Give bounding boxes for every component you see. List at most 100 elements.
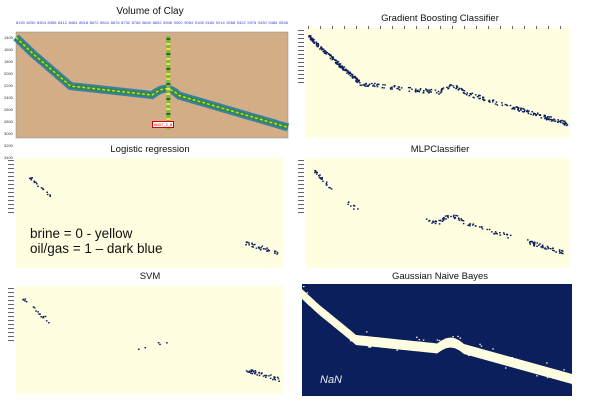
gbc-point — [453, 86, 455, 89]
clay-x-tick: 8250 — [26, 20, 36, 25]
mlp-point — [548, 247, 550, 250]
gbc-point — [329, 54, 331, 57]
well-log-segment — [166, 93, 171, 95]
svm-point — [256, 374, 258, 376]
gbc-point — [439, 92, 442, 94]
clay-x-tick: 8946 — [163, 20, 173, 25]
logreg-plot — [8, 158, 284, 268]
gbc-point — [371, 82, 373, 85]
gbc-point — [411, 88, 413, 90]
gbc-point — [383, 87, 385, 89]
clay-y-tick-labels: 1400 1600 1800 2000 2200 2400 2600 2800 3000 3200… — [4, 32, 16, 164]
gbc-point — [372, 84, 375, 86]
logreg-point — [37, 185, 39, 187]
gbc-point — [409, 87, 411, 89]
logreg-point — [248, 242, 250, 244]
logreg-point — [252, 244, 255, 246]
mlp-y-tick — [298, 172, 304, 173]
gbc-point — [331, 56, 333, 58]
mlp-point — [536, 245, 538, 247]
gnb-point — [418, 339, 420, 341]
gbc-point — [366, 85, 368, 87]
clay-x-tick: 9430 — [257, 20, 267, 25]
gbc-point — [322, 50, 325, 53]
gbc-point — [337, 61, 340, 63]
gnb-point — [304, 299, 307, 301]
gbc-point — [415, 91, 417, 93]
gbc-point — [346, 72, 348, 74]
svm-point — [245, 370, 248, 372]
gbc-point — [320, 46, 322, 48]
logreg-y-tick — [8, 212, 14, 213]
gbc-point — [363, 84, 366, 86]
svm-point — [272, 378, 274, 381]
gbc-point — [523, 110, 526, 113]
gbc-point — [321, 47, 323, 49]
gbc-point — [552, 120, 554, 122]
gbc-point — [341, 68, 344, 70]
gbc-x-tick — [320, 26, 321, 29]
gbc-point — [417, 89, 419, 92]
mlp-point — [455, 214, 457, 217]
mlp-y-tick — [298, 192, 304, 193]
svm-point — [262, 375, 265, 377]
gbc-background — [306, 28, 570, 138]
gbc-point — [313, 40, 315, 43]
mlp-point — [460, 218, 462, 220]
gbc-point — [488, 100, 490, 102]
mlp-point — [318, 175, 320, 177]
gbc-point — [550, 120, 553, 122]
gbc-point — [479, 97, 481, 100]
gbc-point — [522, 107, 524, 110]
gbc-point — [548, 116, 551, 118]
gbc-point — [334, 61, 337, 64]
gnb-point — [516, 358, 518, 360]
mlp-point — [494, 231, 497, 233]
logreg-point — [261, 245, 264, 247]
mlp-point — [561, 252, 563, 255]
gbc-point — [399, 89, 401, 91]
gbc-point — [496, 104, 499, 106]
gbc-point — [345, 68, 347, 70]
gbc-point — [483, 99, 485, 102]
gbc-x-tick — [464, 26, 465, 29]
mlp-point — [452, 216, 455, 218]
gbc-point — [339, 63, 342, 65]
gbc-point — [357, 80, 360, 83]
gbc-point — [351, 73, 353, 76]
gbc-point — [464, 92, 466, 95]
gbc-y-tick — [298, 42, 304, 43]
gbc-x-tick — [500, 26, 501, 29]
mlp-point — [453, 217, 456, 219]
logreg-point — [246, 241, 248, 244]
clay-x-tick: 8624 — [100, 20, 110, 25]
gbc-point — [396, 87, 398, 90]
mlp-point — [540, 246, 542, 248]
clay-background — [15, 31, 289, 139]
gbc-point — [356, 77, 358, 79]
gbc-point — [524, 109, 526, 112]
mlp-point — [472, 224, 474, 226]
gbc-point — [338, 63, 341, 65]
svm-point — [33, 307, 36, 309]
gbc-point — [364, 85, 366, 87]
gbc-point — [544, 117, 546, 120]
svm-point — [24, 298, 27, 300]
gbc-x-tick — [440, 26, 441, 29]
gbc-point — [536, 112, 539, 114]
gnb-point — [347, 331, 349, 333]
gbc-point — [358, 79, 360, 81]
svm-point — [157, 342, 160, 344]
svm-point — [246, 371, 249, 373]
logreg-y-tick — [8, 200, 14, 201]
gbc-point — [563, 120, 566, 122]
gbc-point — [565, 122, 568, 125]
gbc-point — [518, 110, 520, 112]
logreg-y-tick — [8, 196, 14, 197]
gnb-point — [480, 345, 483, 347]
logreg-y-tick — [8, 188, 14, 189]
gbc-point — [547, 116, 549, 118]
gnb-point — [459, 337, 462, 339]
logreg-point — [274, 252, 276, 254]
gbc-point — [330, 54, 332, 56]
